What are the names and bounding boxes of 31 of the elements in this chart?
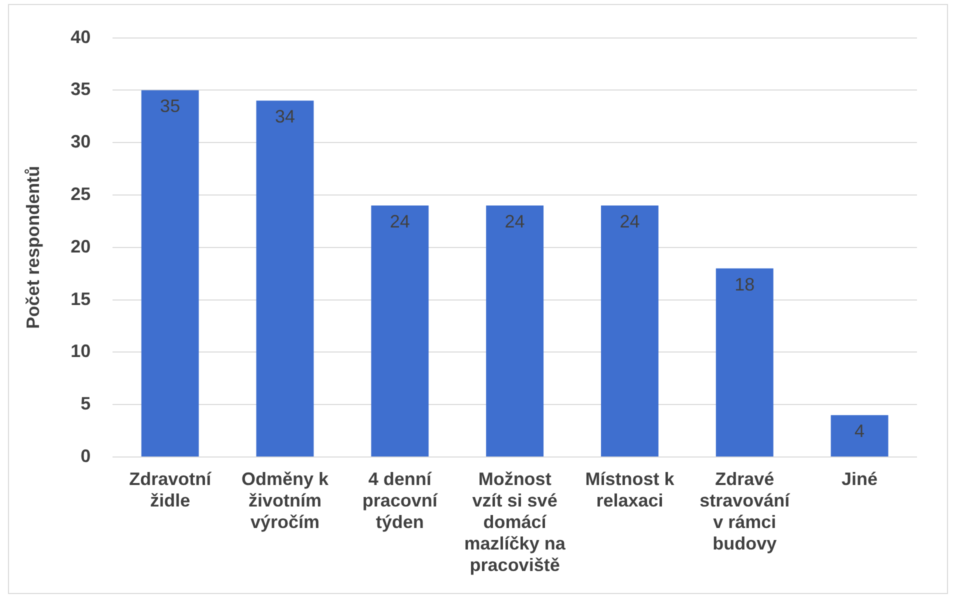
bar [141,90,199,456]
y-tick-label: 0 [80,446,91,466]
x-tick-label: Odměny k životním výročím [241,468,330,532]
data-label: 18 [734,274,755,294]
y-tick-label: 30 [70,132,91,152]
data-label: 4 [854,421,865,442]
data-label: 24 [390,211,410,232]
bar [256,100,314,456]
y-tick-label: 5 [80,394,91,414]
x-tick-label: Místnost k relaxaci [585,468,676,510]
x-tick-label: Zdravé stravování v rámci budovy [700,468,791,554]
x-tick-label: Zdravotní židle [129,468,212,510]
bar [716,268,774,456]
y-axis-title: Počet respondentů [22,166,43,329]
y-tick-label: 20 [70,236,91,256]
bar [830,415,888,456]
data-label: 35 [160,96,180,116]
data-label: 24 [620,211,640,232]
bar [486,205,544,456]
data-label: 34 [274,106,296,127]
data-label: 24 [504,211,525,232]
y-tick-label: 15 [70,288,91,309]
y-tick-label: 25 [70,184,91,204]
x-tick-label: Možnost vzít si své domácí mazlíčky na pracoviště [464,468,566,576]
y-tick-label: 35 [70,79,91,100]
y-tick-label: 40 [70,26,91,47]
x-tick-label: 4 denní pracovní týden [362,468,438,532]
x-tick-label: Jiné [842,468,878,489]
bar [600,205,658,456]
bar [371,205,429,456]
y-tick-label: 10 [70,341,91,362]
